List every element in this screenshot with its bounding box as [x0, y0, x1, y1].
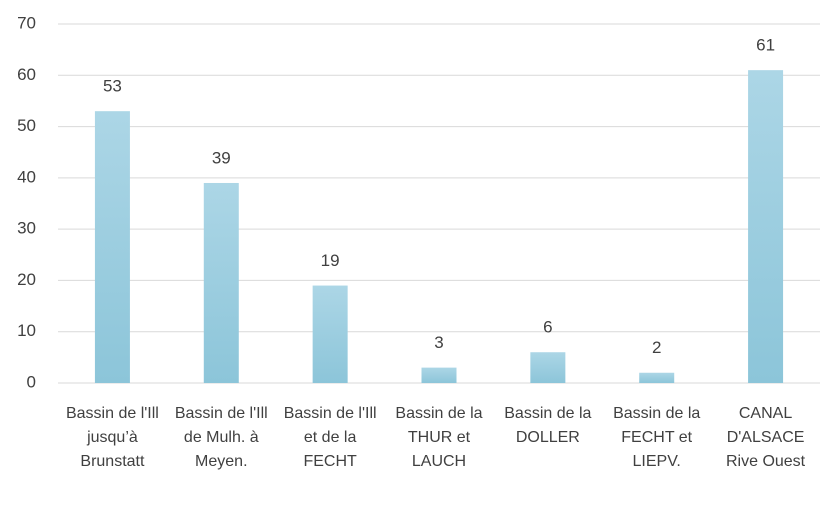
- x-tick-label: Bassin de l'Ill de Mulh. à Meyen.: [174, 405, 268, 470]
- x-tick-label: Bassin de la THUR et LAUCH: [395, 405, 483, 470]
- bar: [94, 111, 130, 383]
- y-tick-label: 70: [17, 13, 36, 32]
- y-tick-label: 40: [17, 167, 36, 186]
- x-tick-label: Bassin de l'Ill jusqu’à Brunstatt: [65, 405, 159, 470]
- x-tick-label: Bassin de la FECHT et LIEPV.: [613, 405, 701, 470]
- x-tick-label: Bassin de la DOLLER: [504, 405, 592, 446]
- value-label: 39: [212, 148, 231, 167]
- bar: [748, 70, 784, 384]
- bar: [312, 285, 348, 383]
- value-label: 19: [321, 251, 340, 270]
- bar: [530, 352, 566, 383]
- x-tick-label: Bassin de l'Ill et de la FECHT: [283, 405, 377, 470]
- x-tick-label: CANAL D'ALSACE Rive Ouest: [725, 405, 806, 470]
- y-tick-label: 60: [17, 65, 36, 84]
- value-label: 3: [434, 333, 443, 352]
- y-tick-label: 50: [17, 116, 36, 135]
- value-label: 2: [652, 338, 661, 357]
- bar: [421, 367, 457, 383]
- y-tick-label: 0: [27, 372, 36, 391]
- value-label: 6: [543, 318, 552, 337]
- value-label: 53: [103, 77, 122, 96]
- y-tick-label: 10: [17, 321, 36, 340]
- value-label: 61: [756, 36, 775, 55]
- y-tick-label: 30: [17, 219, 36, 238]
- bar: [203, 182, 239, 383]
- y-tick-label: 20: [17, 270, 36, 289]
- bar: [639, 372, 675, 383]
